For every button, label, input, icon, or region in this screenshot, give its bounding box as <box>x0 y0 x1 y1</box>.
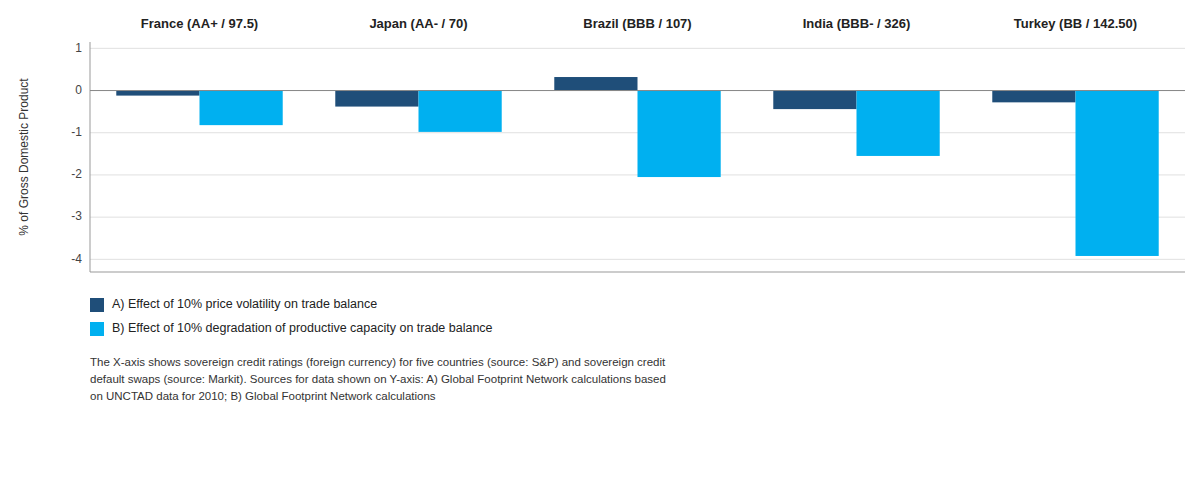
x-axis-line <box>90 272 1185 273</box>
y-tick-label: -3 <box>71 209 82 223</box>
footnote: The X-axis shows sovereign credit rating… <box>90 356 666 402</box>
footnote-line: The X-axis shows sovereign credit rating… <box>90 356 666 368</box>
category-label: Brazil (BBB / 107) <box>583 16 691 31</box>
footnote-line: on UNCTAD data for 2010; B) Global Footp… <box>90 390 436 402</box>
chart-container: 1 0 -1 -2 -3 -4 % of Gross Domestic Product Fra… <box>0 0 1200 495</box>
bar <box>554 77 637 91</box>
footnote-line: default swaps (source: Markit). Sources … <box>90 373 666 385</box>
grid-line <box>90 259 1185 260</box>
bar <box>638 91 721 178</box>
legend-swatch <box>90 322 104 336</box>
legend-label: A) Effect of 10% price volatility on tra… <box>112 297 377 311</box>
category-label: India (BBB- / 326) <box>803 16 911 31</box>
category-label: France (AA+ / 97.5) <box>141 16 258 31</box>
legend: A) Effect of 10% price volatility on tra… <box>90 297 493 336</box>
y-tick-label: -1 <box>71 125 82 139</box>
bar <box>992 91 1075 103</box>
category-label: Japan (AA- / 70) <box>369 16 467 31</box>
bar <box>335 91 418 107</box>
legend-label: B) Effect of 10% degradation of producti… <box>112 321 493 335</box>
bar <box>200 91 283 126</box>
y-axis-label: % of Gross Domestic Product <box>17 78 31 236</box>
grid-line <box>90 90 1185 91</box>
bar <box>116 91 199 96</box>
grid-line <box>90 217 1185 218</box>
zero-line <box>90 90 1185 91</box>
bar <box>773 91 856 110</box>
bar <box>857 91 940 156</box>
y-tick-label: 1 <box>75 41 82 55</box>
category-label: Turkey (BB / 142.50) <box>1014 16 1137 31</box>
grid <box>90 48 1185 259</box>
bars <box>116 77 1158 256</box>
y-tick-label: -4 <box>71 252 82 266</box>
y-tick-label: 0 <box>75 83 82 97</box>
bar <box>419 91 502 132</box>
bar <box>1076 91 1159 256</box>
y-tick-label: -2 <box>71 167 82 181</box>
y-axis-line <box>90 42 91 272</box>
grid-line <box>90 48 1185 49</box>
chart-svg: 1 0 -1 -2 -3 -4 % of Gross Domestic Product Fra… <box>0 0 1200 495</box>
legend-swatch <box>90 298 104 312</box>
